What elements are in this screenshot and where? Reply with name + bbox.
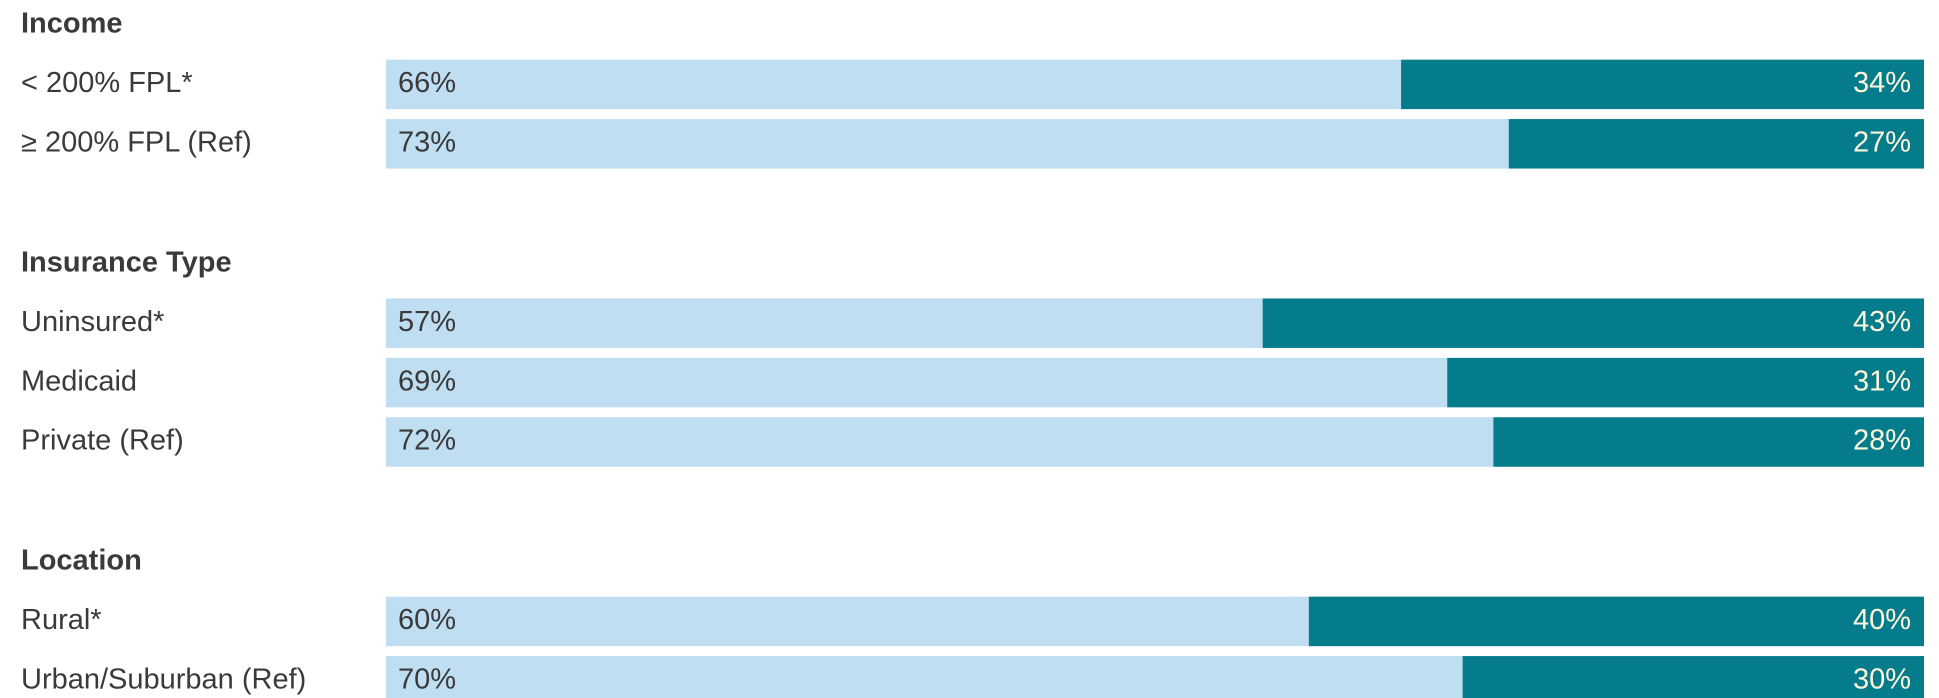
bar-segment [1508,119,1924,169]
bar-segment [1493,417,1924,467]
bar-segment [1308,596,1924,647]
bar-segment [1401,59,1924,110]
bar-segment [1447,357,1924,408]
bar-segment [386,417,1494,467]
bar-segment [386,59,1402,110]
bar-segment [386,298,1263,348]
category-label: Private (Ref) [21,425,184,457]
value-label: 28% [1853,425,1911,457]
category-label: Rural* [21,604,102,636]
value-label: 40% [1853,604,1911,636]
group-title: Income [21,8,123,40]
bar-segment [1262,298,1924,348]
value-label: 60% [398,604,456,636]
value-label: 72% [398,425,456,457]
category-label: < 200% FPL* [21,67,193,99]
value-label: 66% [398,67,456,99]
category-label: Urban/Suburban (Ref) [21,663,306,695]
value-label: 73% [398,126,456,158]
value-label: 70% [398,663,456,695]
value-label: 57% [398,306,456,338]
value-label: 31% [1853,365,1911,397]
value-label: 69% [398,365,456,397]
category-label: Medicaid [21,365,137,397]
bar-segment [386,119,1509,169]
value-label: 34% [1853,67,1911,99]
group-title: Insurance Type [21,246,232,278]
bar-segment [386,357,1448,408]
value-label: 30% [1853,663,1911,695]
bar-segment [386,596,1309,647]
category-label: ≥ 200% FPL (Ref) [21,126,252,158]
bar-segment [386,656,1463,698]
category-label: Uninsured* [21,306,164,338]
group-title: Location [21,545,142,577]
bar-segment [1462,656,1924,698]
value-label: 43% [1853,306,1911,338]
value-label: 27% [1853,126,1911,158]
